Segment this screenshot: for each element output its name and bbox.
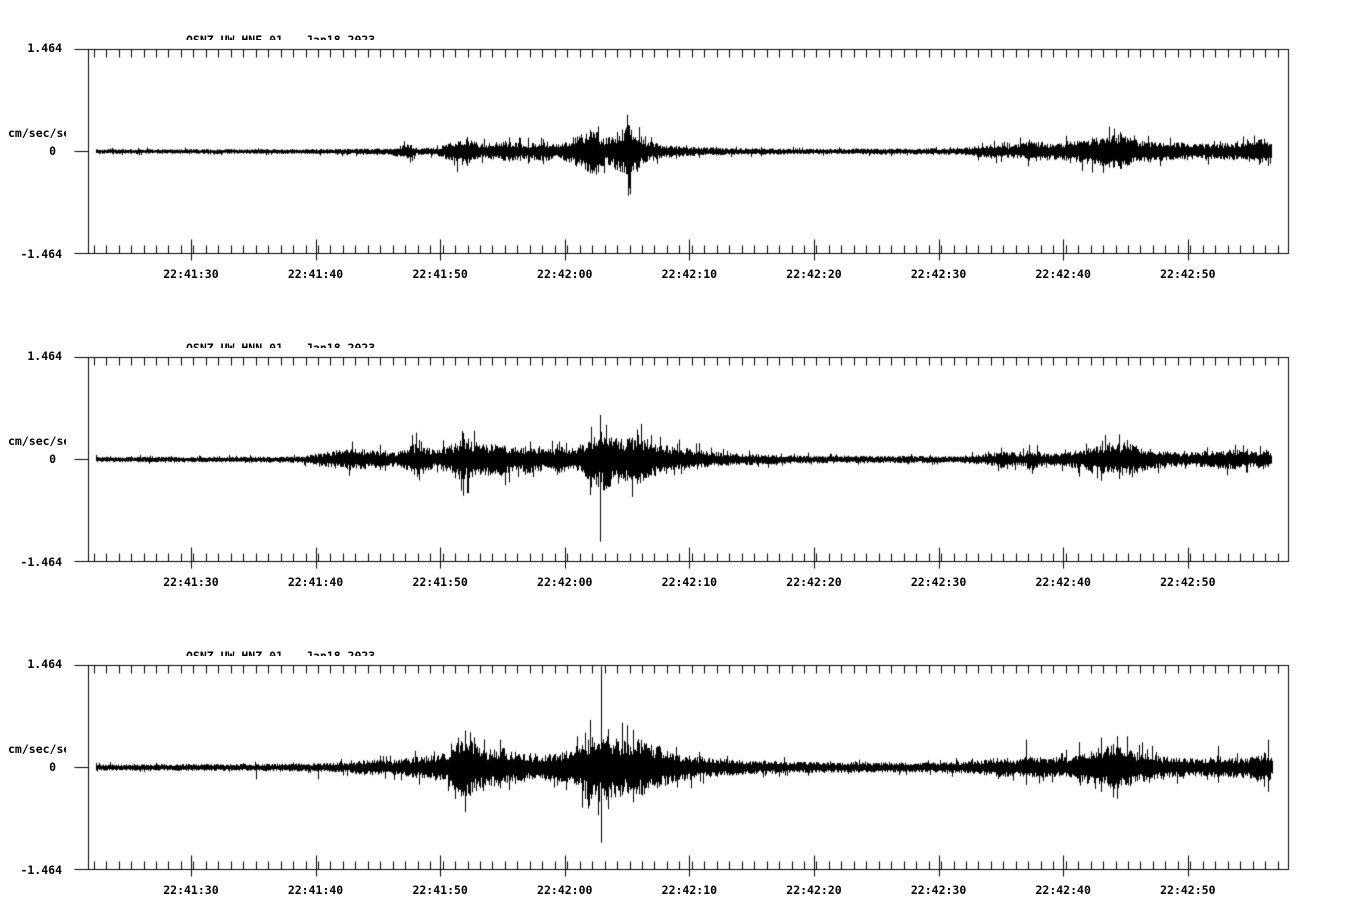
x-tick-label: 22:42:40 <box>1035 883 1091 897</box>
y-axis-min-label: -1.464 <box>20 247 62 261</box>
y-axis-unit-label: cm/sec/sec <box>8 434 78 448</box>
seismogram-canvas-hnz <box>66 656 1298 878</box>
x-tick-label: 22:42:10 <box>661 575 718 589</box>
y-axis-zero-label: 0 <box>49 760 56 774</box>
y-axis-unit-label: cm/sec/sec <box>8 126 78 140</box>
y-axis-unit-label: cm/sec/sec <box>8 742 78 756</box>
x-tick-label: 22:41:30 <box>163 575 219 589</box>
x-tick-label: 22:42:50 <box>1160 883 1216 897</box>
seismogram-panel-hne: QSNZ_UW_HNE_01 Jan18,2023 1.464 cm/sec/s… <box>0 26 1358 292</box>
x-tick-label: 22:41:30 <box>163 267 219 281</box>
x-tick-label: 22:42:30 <box>910 575 967 589</box>
x-tick-label: 22:42:50 <box>1160 575 1216 589</box>
y-axis-max-label: 1.464 <box>27 349 62 363</box>
x-tick-label: 22:42:50 <box>1160 267 1216 281</box>
x-tick-label: 22:42:30 <box>910 883 967 897</box>
x-tick-label: 22:41:40 <box>287 575 344 589</box>
seismogram-panel-hnn: QSNZ_UW_HNN_01 Jan18,2023 1.464 cm/sec/s… <box>0 334 1358 600</box>
y-axis-min-label: -1.464 <box>20 863 62 877</box>
x-tick-label: 22:41:50 <box>412 883 468 897</box>
y-axis-max-label: 1.464 <box>27 657 62 671</box>
x-tick-label: 22:42:00 <box>537 575 593 589</box>
x-tick-label: 22:42:30 <box>910 267 967 281</box>
x-tick-label: 22:42:10 <box>661 883 718 897</box>
x-tick-label: 22:41:50 <box>412 267 468 281</box>
y-axis-min-label: -1.464 <box>20 555 62 569</box>
x-tick-label: 22:42:20 <box>786 575 842 589</box>
x-tick-label: 22:41:50 <box>412 575 468 589</box>
x-tick-label: 22:42:00 <box>537 267 593 281</box>
x-tick-label: 22:42:00 <box>537 883 593 897</box>
x-tick-label: 22:42:20 <box>786 883 842 897</box>
seismogram-panel-hnz: QSNZ_UW_HNZ_01 Jan18,2023 1.464 cm/sec/s… <box>0 642 1358 908</box>
x-tick-label: 22:41:40 <box>287 883 344 897</box>
y-axis-max-label: 1.464 <box>27 41 62 55</box>
y-axis-zero-label: 0 <box>49 144 56 158</box>
x-tick-label: 22:42:40 <box>1035 267 1091 281</box>
y-axis-zero-label: 0 <box>49 452 56 466</box>
x-tick-label: 22:41:40 <box>287 267 344 281</box>
x-tick-label: 22:42:10 <box>661 267 718 281</box>
x-tick-label: 22:42:20 <box>786 267 842 281</box>
seismogram-canvas-hne <box>66 40 1298 262</box>
x-tick-label: 22:42:40 <box>1035 575 1091 589</box>
seismogram-canvas-hnn <box>66 348 1298 570</box>
x-tick-label: 22:41:30 <box>163 883 219 897</box>
